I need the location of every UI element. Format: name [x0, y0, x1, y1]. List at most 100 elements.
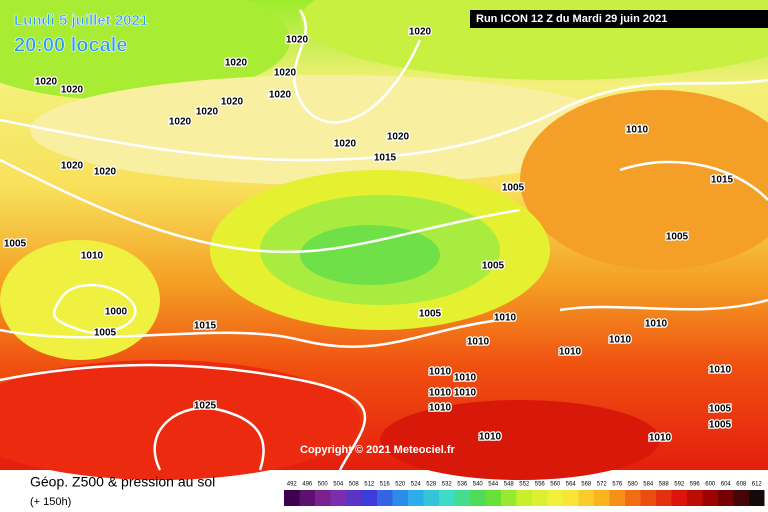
isobar-label: 1010: [429, 367, 452, 378]
scale-label: 564: [566, 482, 577, 488]
scale-swatch: [377, 490, 393, 506]
field-area: [0, 360, 360, 480]
isobar-label: 1005: [419, 309, 442, 320]
isobar: [52, 283, 137, 334]
scale-label: 544: [488, 482, 499, 488]
scale-label: 524: [411, 482, 422, 488]
isobar-label: 1015: [194, 321, 217, 332]
scale-swatch: [315, 490, 331, 506]
isobar-label: 1010: [626, 125, 649, 136]
scale-label: 500: [318, 482, 329, 488]
isobar-label: 1020: [61, 85, 84, 96]
scale-swatch: [423, 490, 439, 506]
isobar-label: 1015: [374, 153, 397, 164]
scale-swatch: [563, 490, 579, 506]
isobar: [153, 406, 265, 471]
scale-swatch: [594, 490, 610, 506]
scale-label: 592: [674, 482, 685, 488]
isobar-label: 1005: [709, 420, 732, 431]
forecast-date: Lundi 5 juillet 2021: [14, 12, 148, 29]
scale-swatch: [733, 490, 749, 506]
scale-label: 576: [612, 482, 623, 488]
isobar: [559, 298, 768, 312]
isobar-label: 1010: [467, 337, 490, 348]
scale-label: 580: [628, 482, 639, 488]
isobar-label: 1020: [94, 167, 117, 178]
isobar: [293, 9, 422, 124]
isobar-label: 1010: [81, 251, 104, 262]
legend-title: Géop. Z500 & pression au sol: [30, 474, 215, 490]
scale-swatch: [330, 490, 346, 506]
field-area: [30, 75, 630, 185]
copyright: Copyright © 2021 Meteociel.fr: [300, 444, 456, 456]
isobar-label: 1020: [334, 139, 357, 150]
scale-label: 532: [442, 482, 453, 488]
scale-swatch: [439, 490, 455, 506]
scale-label: 540: [473, 482, 484, 488]
scale-swatch: [609, 490, 625, 506]
isobar-label: 1025: [194, 401, 217, 412]
scale-label: 588: [659, 482, 670, 488]
isobar-label: 1020: [409, 27, 432, 38]
isobar-label: 1020: [196, 107, 219, 118]
scale-label: 496: [302, 482, 313, 488]
scale-swatch: [640, 490, 656, 506]
scale-swatch: [485, 490, 501, 506]
isobar-label: 1005: [4, 239, 27, 250]
scale-label: 596: [690, 482, 701, 488]
isobar-label: 1020: [61, 161, 84, 172]
forecast-time: 20:00 locale: [14, 34, 127, 56]
scale-label: 568: [581, 482, 592, 488]
scale-swatch: [718, 490, 734, 506]
scale-swatch: [454, 490, 470, 506]
isobar: [0, 363, 367, 471]
field-area: [300, 225, 440, 285]
scale-label: 584: [643, 482, 654, 488]
scale-label: 520: [395, 482, 406, 488]
scale-swatch: [392, 490, 408, 506]
scale-swatch: [408, 490, 424, 506]
isobar-label: 1020: [274, 68, 297, 79]
isobar: [619, 160, 768, 201]
scale-swatch: [625, 490, 641, 506]
scale-label: 556: [535, 482, 546, 488]
scale-swatch: [532, 490, 548, 506]
isobar-label: 1005: [666, 232, 689, 243]
scale-label: 536: [457, 482, 468, 488]
isobar-label: 1020: [169, 117, 192, 128]
scale-label: 528: [426, 482, 437, 488]
field-area: [380, 400, 660, 480]
scale-label: 504: [333, 482, 344, 488]
field-area: [520, 90, 768, 270]
scale-swatch: [299, 490, 315, 506]
isobar-label: 1020: [35, 77, 58, 88]
isobar-label: 1005: [482, 261, 505, 272]
scale-label: 508: [349, 482, 360, 488]
scale-swatch: [578, 490, 594, 506]
isobar-label: 1010: [454, 373, 477, 384]
scale-label: 516: [380, 482, 391, 488]
isobar-label: 1020: [286, 35, 309, 46]
scale-swatch: [671, 490, 687, 506]
field-area: [0, 0, 290, 100]
isobar-label: 1005: [709, 404, 732, 415]
scale-label: 512: [364, 482, 375, 488]
scale-swatch: [501, 490, 517, 506]
isobar-label: 1010: [479, 432, 502, 443]
scale-swatch: [470, 490, 486, 506]
isobar-label: 1010: [494, 313, 517, 324]
scale-swatch: [284, 490, 300, 506]
isobar-label: 1010: [709, 365, 732, 376]
isobar-label: 1010: [454, 388, 477, 399]
scale-label: 612: [752, 482, 763, 488]
scale-label: 560: [550, 482, 561, 488]
scale-swatch: [656, 490, 672, 506]
scale-label: 572: [597, 482, 608, 488]
isobar: [0, 158, 521, 254]
scale-swatch: [547, 490, 563, 506]
isobar-label: 1020: [225, 58, 248, 69]
scale-label: 492: [287, 482, 298, 488]
isobar-label: 1010: [609, 335, 632, 346]
scale-swatch: [346, 490, 362, 506]
